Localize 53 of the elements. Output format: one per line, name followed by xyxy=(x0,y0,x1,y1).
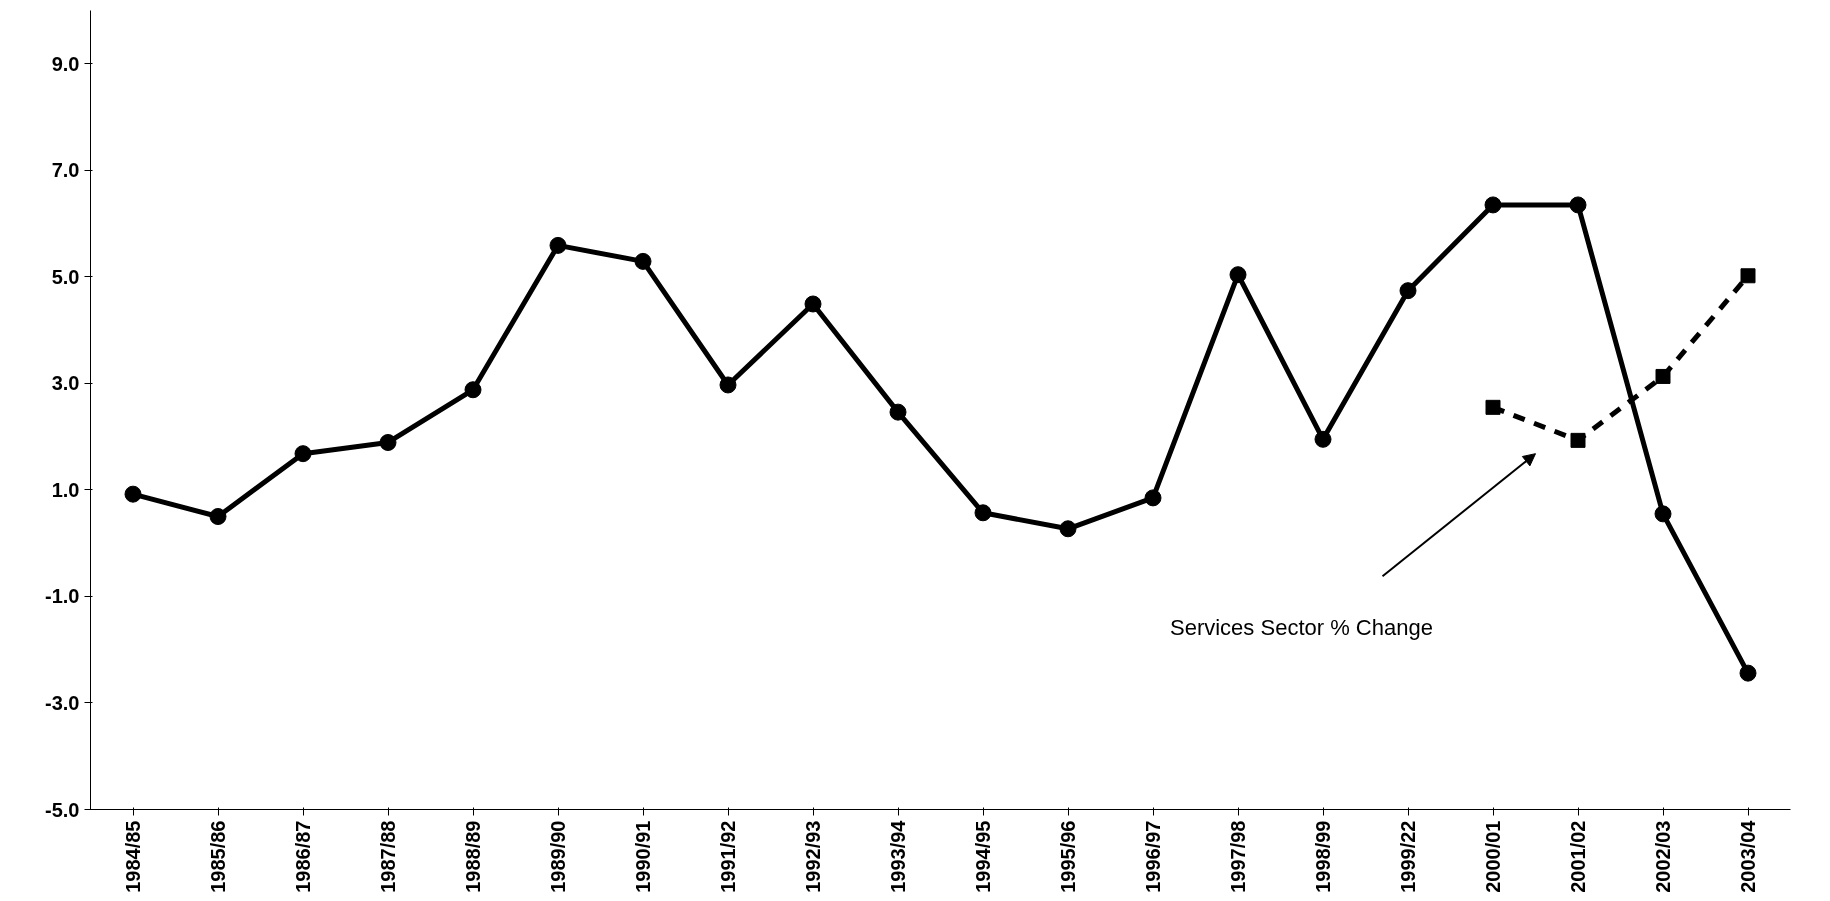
point xyxy=(1654,505,1672,523)
point xyxy=(889,403,907,421)
point xyxy=(1569,196,1587,214)
x-tick-label: 1992/93 xyxy=(802,820,824,893)
x-tick-label: 2002/03 xyxy=(1652,820,1674,893)
x-tick-label: 1996/97 xyxy=(1142,820,1164,893)
point xyxy=(1740,268,1756,284)
point xyxy=(1655,368,1671,384)
point xyxy=(1314,430,1332,448)
point xyxy=(1484,196,1502,214)
x-tick-label: 1994/95 xyxy=(972,820,994,893)
x-tick-label: 1986/87 xyxy=(292,820,314,893)
x-tick-label: 1999/22 xyxy=(1397,820,1419,893)
x-tick-label: 1990/91 xyxy=(632,820,654,893)
point xyxy=(634,252,652,270)
x-tick-label: 1984/85 xyxy=(122,820,144,893)
x-tick-label: 1998/99 xyxy=(1312,820,1334,893)
x-tick-label: 1985/86 xyxy=(207,820,229,893)
point xyxy=(1059,520,1077,538)
x-tick-label: 1989/90 xyxy=(547,820,569,893)
y-tick-label: 5.0 xyxy=(51,265,80,288)
point xyxy=(1485,399,1501,415)
x-tick-label: 1997/98 xyxy=(1227,820,1249,893)
point xyxy=(974,504,992,522)
x-tick-label: 1988/89 xyxy=(462,820,484,893)
x-tick-label: 1987/88 xyxy=(377,820,399,893)
y-tick-label: 9.0 xyxy=(51,52,80,75)
x-tick-label: 2000/01 xyxy=(1482,820,1504,893)
point xyxy=(209,508,227,526)
x-tick-label: 2001/02 xyxy=(1567,820,1589,893)
y-tick-label: -5.0 xyxy=(45,798,80,821)
point xyxy=(719,376,737,394)
x-tick-label: 1993/94 xyxy=(887,819,909,893)
point xyxy=(1144,489,1162,507)
y-tick-label: 7.0 xyxy=(51,159,80,182)
point xyxy=(294,445,312,463)
point xyxy=(1570,432,1586,448)
y-tick-label: -3.0 xyxy=(45,691,80,714)
point xyxy=(124,485,142,503)
x-tick-label: 1991/92 xyxy=(717,820,739,893)
point xyxy=(549,236,567,254)
y-tick-label: 1.0 xyxy=(51,478,80,501)
point xyxy=(1739,664,1757,682)
y-tick-label: 3.0 xyxy=(51,372,80,395)
point xyxy=(464,381,482,399)
x-tick-label: 1995/96 xyxy=(1057,820,1079,893)
point xyxy=(1399,282,1417,300)
point xyxy=(1229,266,1247,284)
point xyxy=(804,295,822,313)
point xyxy=(379,434,397,451)
y-tick-label: -1.0 xyxy=(45,585,80,608)
text: Services Sector % Change xyxy=(1170,615,1433,641)
x-tick-label: 2003/04 xyxy=(1737,819,1759,893)
